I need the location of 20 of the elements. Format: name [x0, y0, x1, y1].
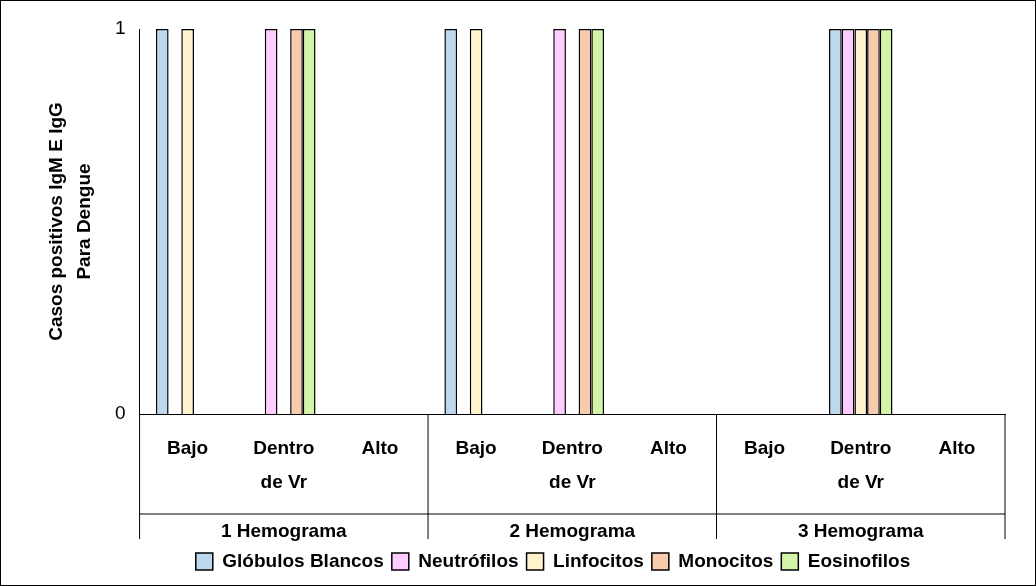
legend-label: Monocitos	[678, 549, 774, 571]
text: 1 Hemograma	[220, 520, 348, 542]
x-tick-label: Dentro de Vr	[830, 437, 892, 493]
x-tick-label: Alto	[361, 437, 399, 459]
x-tick-label: Alto	[938, 437, 976, 459]
x-tick-label: Alto	[649, 437, 687, 459]
y-axis-title: Casos positivos IgM E IgG Para Dengue	[45, 102, 95, 341]
y-tick-label: 1	[114, 17, 126, 39]
legend-label: Glóbulos Blancos	[222, 549, 384, 571]
legend-label: Neutrófilos	[418, 549, 519, 571]
x-tick-label: Bajo	[744, 437, 786, 459]
y-tick-label: 0	[114, 402, 126, 424]
x-tick-label: Dentro de Vr	[541, 437, 603, 493]
text: 2 Hemograma	[509, 520, 636, 542]
x-tick-label: Bajo	[455, 437, 497, 459]
legend-label: Linfocitos	[553, 549, 644, 571]
x-tick-label: Bajo	[167, 437, 209, 459]
x-tick-label: Dentro de Vr	[253, 437, 315, 493]
text: 3 Hemograma	[797, 520, 925, 542]
legend-label: Eosinofilos	[807, 549, 911, 571]
